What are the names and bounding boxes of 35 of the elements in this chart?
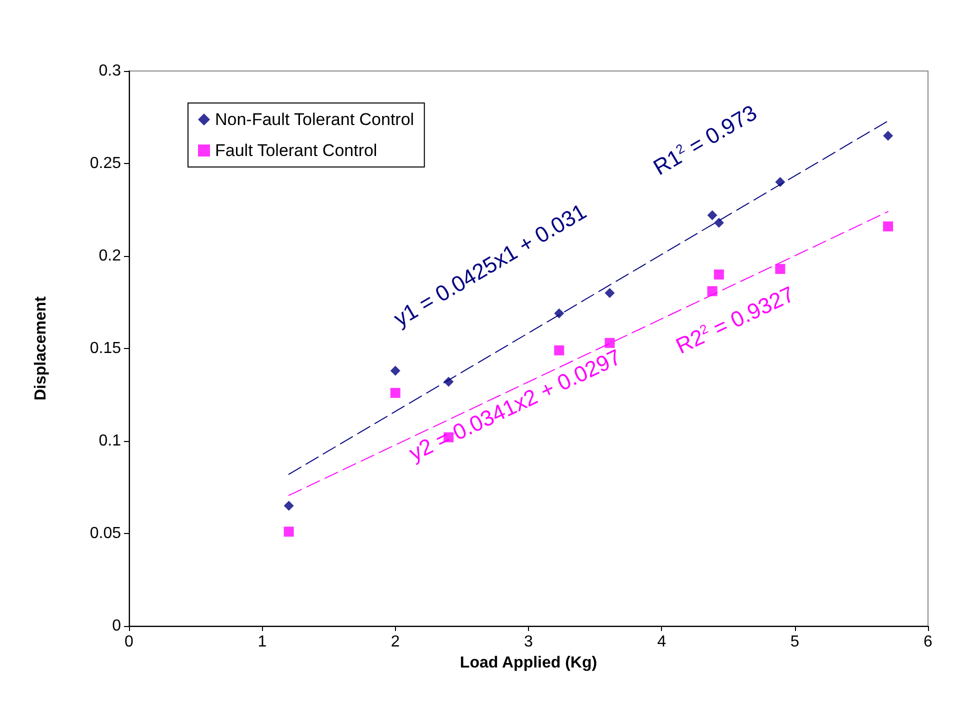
- x-tick-label: 1: [258, 634, 267, 650]
- y-tick-label: 0.15: [90, 340, 122, 357]
- point: [604, 288, 615, 298]
- point: [883, 221, 894, 232]
- x-tick-label: 0: [124, 634, 134, 650]
- point: [714, 218, 724, 228]
- y-axis-title: Displacement: [32, 296, 50, 401]
- x-tick-label: 3: [524, 634, 534, 650]
- x-tick-label: 6: [924, 634, 933, 650]
- x-axis-title: Load Applied (Kg): [460, 654, 598, 672]
- point: [883, 130, 894, 141]
- y-tick-label: 0.3: [98, 62, 122, 80]
- point: [714, 270, 724, 280]
- y-tick-label: 0.1: [98, 432, 122, 450]
- y-tick-label: 0.25: [90, 155, 122, 172]
- point: [284, 526, 294, 537]
- point: [707, 286, 718, 296]
- point: [775, 264, 786, 274]
- legend-label: Fault Tolerant Control: [215, 141, 378, 160]
- point: [390, 388, 400, 398]
- point: [604, 338, 615, 348]
- y-tick-label: 0.05: [90, 525, 122, 542]
- point: [775, 177, 786, 187]
- y-tick-label: 0: [112, 618, 122, 634]
- point: [707, 210, 718, 220]
- x-tick-label: 5: [790, 634, 800, 650]
- point: [444, 376, 454, 387]
- x-tick-label: 4: [657, 634, 666, 650]
- legend-label: Non-Fault Tolerant Control: [215, 110, 414, 129]
- point: [284, 500, 294, 511]
- annotation: R12 = 0.973: [648, 100, 762, 180]
- point: [390, 366, 400, 376]
- y-tick-label: 0.2: [98, 248, 122, 264]
- point: [554, 308, 564, 318]
- x-tick-label: 2: [390, 634, 400, 650]
